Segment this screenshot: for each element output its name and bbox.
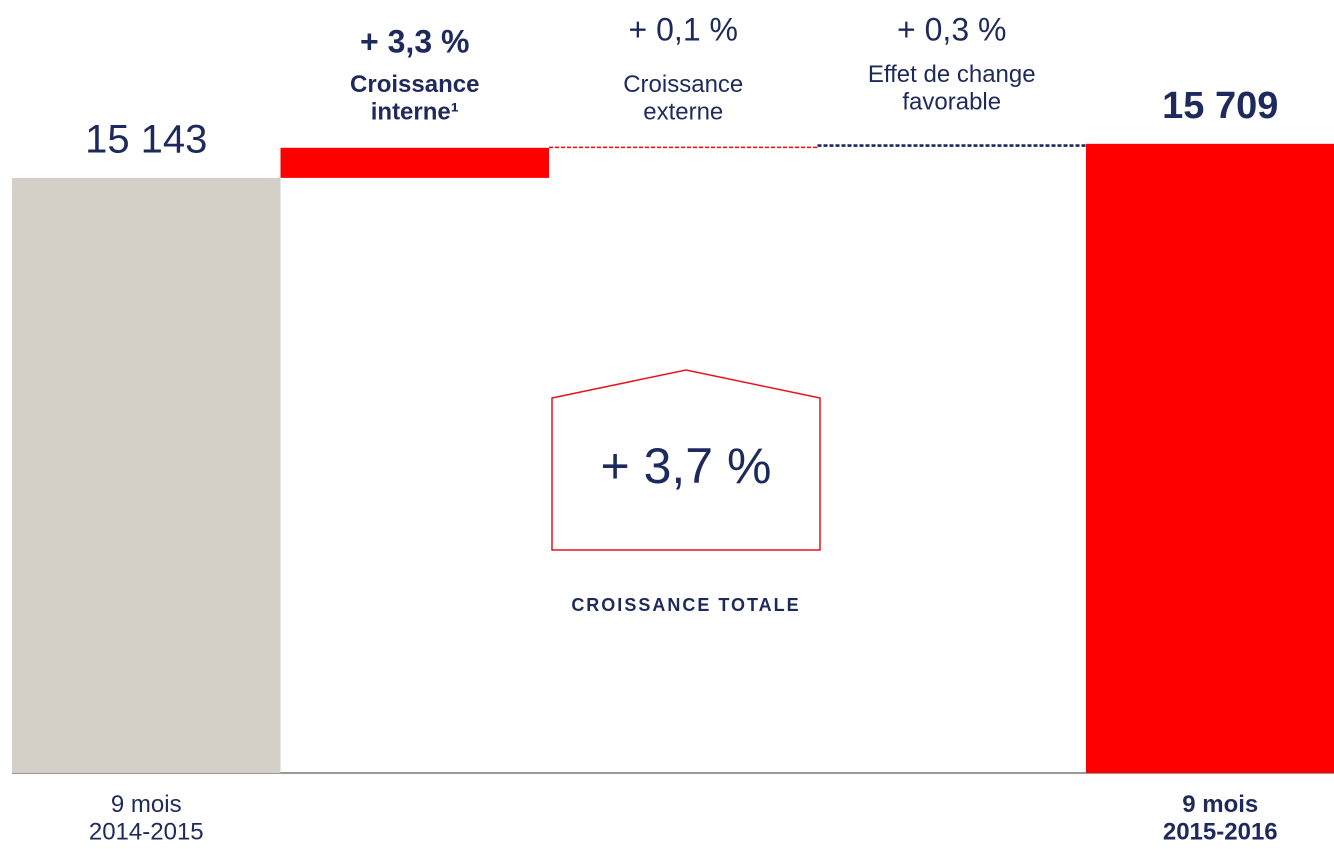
category-label: Croissance externe: [623, 71, 743, 126]
value-label: 15 709: [1162, 85, 1278, 127]
category-label: Croissance interne¹: [350, 71, 479, 126]
total-change: + 3,7 %: [601, 438, 772, 494]
bar: [280, 147, 549, 178]
bar: [12, 177, 281, 773]
change-label: + 0,1 %: [629, 11, 738, 47]
change-label: + 3,3 %: [360, 23, 469, 59]
category-label: 9 mois 2014-2015: [89, 791, 204, 846]
bar: [1086, 143, 1334, 773]
change-label: + 0,3 %: [897, 11, 1006, 47]
category-label: 9 mois 2015-2016: [1163, 791, 1278, 846]
value-label: 15 143: [85, 117, 207, 161]
total-box: [551, 369, 821, 551]
total-caption: CROISSANCE TOTALE: [571, 595, 800, 615]
category-label: Effet de change favorable: [868, 61, 1036, 116]
